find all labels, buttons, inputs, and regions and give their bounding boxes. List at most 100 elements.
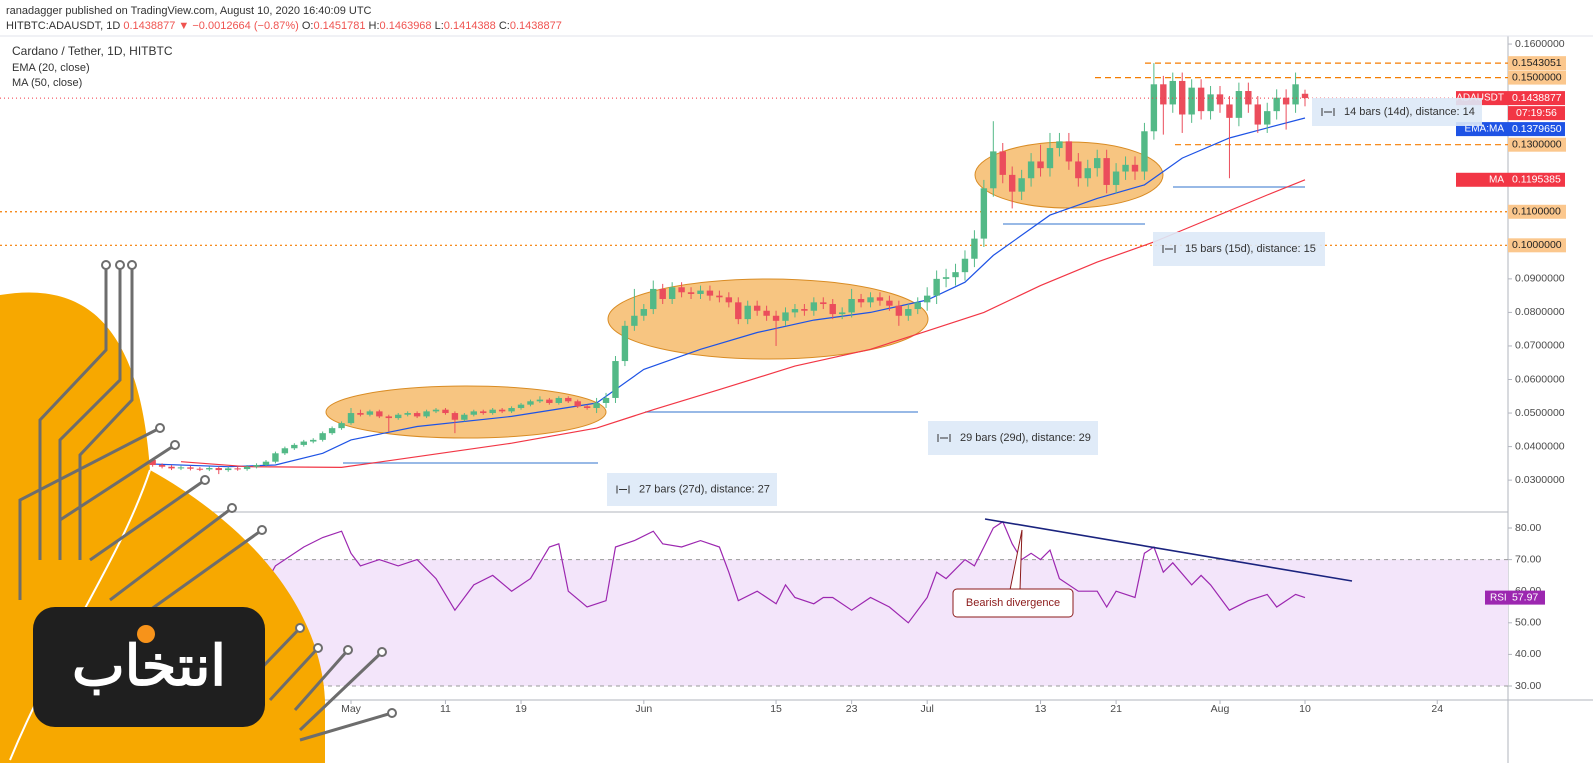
circuit-dots	[101, 260, 397, 718]
candle-body	[999, 151, 1006, 175]
candle-body	[480, 411, 487, 414]
measure-box	[1312, 98, 1482, 126]
candle-body	[1027, 161, 1035, 179]
candle-body	[942, 277, 950, 279]
candle-body	[546, 399, 553, 403]
candle-body	[1197, 87, 1205, 112]
candle-body	[905, 309, 912, 316]
candle-body	[782, 312, 789, 321]
level-label: 0.1500000	[1512, 71, 1562, 83]
candle-body	[225, 468, 232, 471]
candle-body	[1216, 94, 1224, 105]
x-tick-label: May	[341, 703, 362, 715]
candle-body	[300, 441, 307, 445]
candle-body	[1037, 161, 1044, 169]
price-tag	[1456, 172, 1565, 187]
candle-body	[1282, 97, 1290, 105]
y-tick-label: 0.0700000	[1515, 340, 1565, 352]
measure-icon	[1162, 245, 1176, 253]
level-tag	[1508, 70, 1566, 85]
measure-text: 29 bars (29d), distance: 29	[960, 432, 1091, 444]
candle-body	[923, 295, 931, 303]
ohlc-value: 0.1414388	[444, 20, 496, 32]
measure-box	[928, 421, 1098, 455]
measure-box	[1153, 232, 1325, 266]
candle-body	[961, 258, 969, 273]
candle-body	[395, 414, 402, 419]
quote-line: HITBTC:ADAUSDT, 1D 0.1438877 ▼ −0.001266…	[6, 20, 562, 32]
ohlc-label: C:	[499, 20, 510, 32]
rsi-tick-label: 40.00	[1515, 648, 1541, 660]
candle-body	[933, 278, 940, 296]
measure-text: 27 bars (27d), distance: 27	[639, 483, 770, 495]
candle-body	[1084, 168, 1091, 179]
candle-body	[876, 297, 884, 301]
candle-body	[1179, 80, 1186, 115]
candle-body	[253, 465, 260, 467]
price-tag	[1456, 91, 1565, 106]
x-tick-label: 19	[515, 703, 527, 715]
candle-body	[1169, 80, 1176, 105]
rsi-tag-value: 57.97	[1512, 591, 1538, 603]
level-label: 0.1100000	[1512, 206, 1561, 218]
measure-icon	[616, 485, 630, 494]
candle-body	[971, 238, 978, 259]
candle-body	[952, 272, 959, 278]
candle-body	[1056, 141, 1063, 149]
candle-body	[706, 290, 714, 296]
candle-body	[838, 312, 846, 315]
candle-body	[914, 302, 921, 310]
candle-body	[1188, 87, 1195, 115]
x-tick-label: 24	[1431, 703, 1443, 715]
rsi-tick-label: 30.00	[1515, 680, 1541, 692]
x-tick-label: 23	[846, 703, 858, 715]
chart-title: Cardano / Tether, 1D, HITBTC	[12, 44, 173, 58]
level-label: 0.1543051	[1512, 57, 1562, 69]
candle-body	[1112, 171, 1120, 185]
price-tag-value: 0.1195385	[1512, 174, 1561, 186]
change-arrow: ▼	[178, 20, 189, 32]
candle-body	[423, 411, 430, 417]
candle-body	[687, 292, 695, 294]
candle-body	[1131, 164, 1139, 172]
candle-body	[678, 287, 685, 293]
candle-body	[1122, 164, 1129, 172]
level-tag	[1508, 56, 1566, 71]
candle-body	[234, 468, 241, 470]
y-tick-label: 0.0600000	[1515, 373, 1565, 385]
candle-body	[517, 404, 525, 409]
candle-body	[829, 304, 836, 315]
price-tag-value: 0.1438877	[1512, 92, 1562, 104]
candle-body	[1273, 97, 1280, 112]
highlight-ellipse	[607, 278, 929, 360]
logo-overlay: انتخاب	[0, 260, 397, 763]
candle-body	[659, 288, 666, 299]
candle-body	[744, 305, 751, 320]
publish-line: ranadagger published on TradingView.com,…	[6, 5, 372, 17]
candle-body	[168, 466, 175, 469]
candle-body	[848, 298, 855, 313]
candle-body	[470, 411, 477, 415]
change: −0.0012664 (−0.87%)	[192, 20, 298, 32]
divergence-annotation: Bearish divergence	[952, 518, 1353, 618]
candle-body	[357, 413, 364, 415]
candle-body	[1075, 161, 1082, 179]
candle-body	[215, 468, 222, 471]
candle-body	[272, 453, 279, 462]
candle-body	[810, 302, 818, 311]
candle-body	[413, 413, 421, 417]
candle-body	[1141, 131, 1148, 172]
x-tick-label: 10	[1299, 703, 1311, 715]
logo-text: انتخاب	[72, 634, 226, 697]
candle-body	[158, 465, 166, 467]
candle-body	[650, 288, 657, 310]
highlight-ellipse	[325, 385, 607, 439]
rsi-tag-name: RSI	[1490, 592, 1507, 603]
candle-body	[328, 428, 336, 434]
candle-body	[489, 409, 496, 414]
ohlc-value: 0.1451781	[313, 20, 365, 32]
candle-body	[1226, 104, 1233, 118]
candle-body	[725, 297, 733, 303]
x-tick-label: Jun	[635, 703, 652, 715]
price-tag-value: 0.1379650	[1512, 123, 1562, 135]
